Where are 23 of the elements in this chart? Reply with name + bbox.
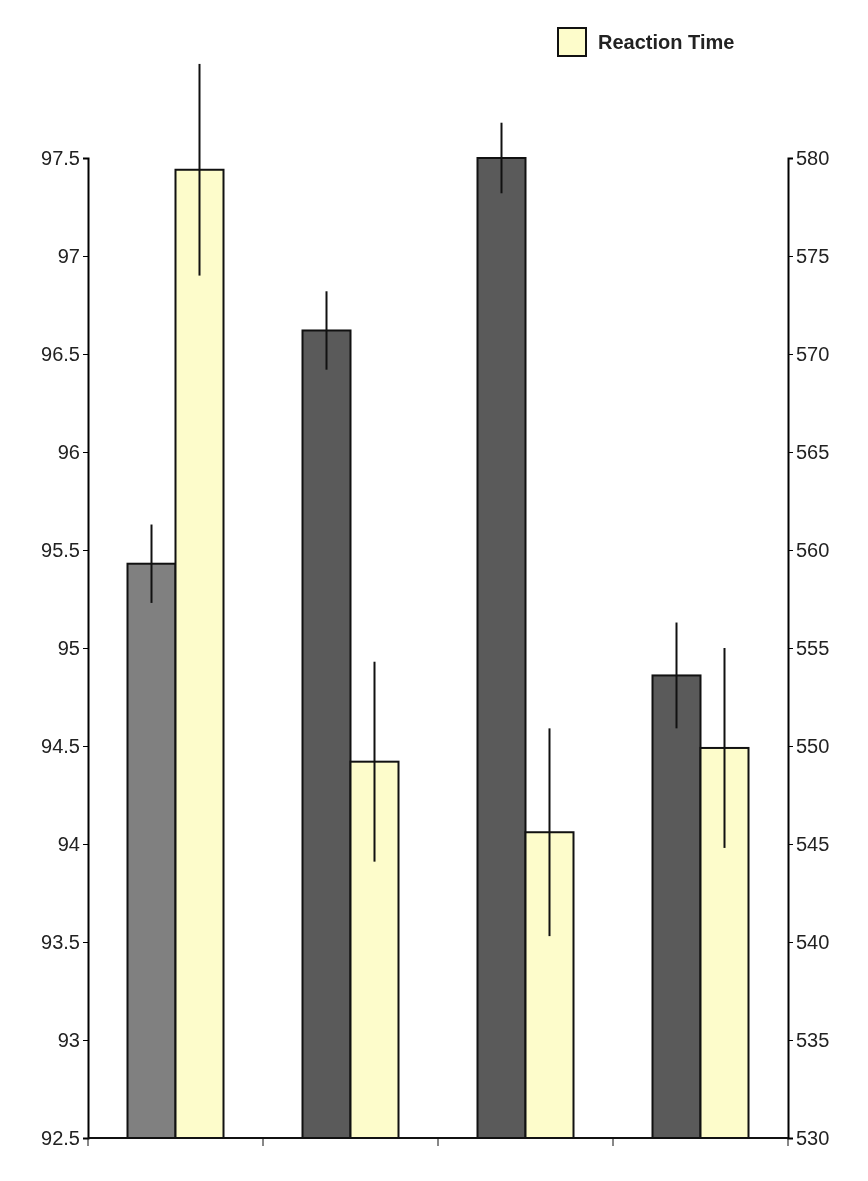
y-tick-label: 97.5 (41, 146, 80, 169)
y-tick-label: 93.5 (41, 930, 80, 953)
y2-tick-label: 545 (796, 832, 830, 855)
y-tick-label: 95.5 (41, 538, 80, 561)
y-tick-label: 96 (57, 440, 80, 463)
y-tick-label: 93 (57, 1028, 80, 1051)
y2-tick-label: 560 (796, 538, 830, 561)
legend-label: Reaction Time (598, 31, 735, 53)
y-tick-label: 96.5 (41, 342, 80, 365)
y-tick-label: 94.5 (41, 734, 80, 757)
y-tick-label: 92.5 (41, 1126, 80, 1149)
y2-tick-label: 555 (796, 636, 830, 659)
y2-tick-label: 540 (796, 930, 830, 953)
y-tick-label: 94 (57, 832, 80, 855)
y2-tick-label: 565 (796, 440, 830, 463)
y2-tick-label: 535 (796, 1028, 830, 1051)
y2-tick-label: 580 (796, 146, 830, 169)
y2-tick-label: 530 (796, 1126, 830, 1149)
y-tick-label: 95 (57, 636, 80, 659)
y2-tick-label: 570 (796, 342, 830, 365)
y2-tick-label: 550 (796, 734, 830, 757)
y2-tick-label: 575 (796, 244, 830, 267)
y-tick-label: 97 (57, 244, 80, 267)
